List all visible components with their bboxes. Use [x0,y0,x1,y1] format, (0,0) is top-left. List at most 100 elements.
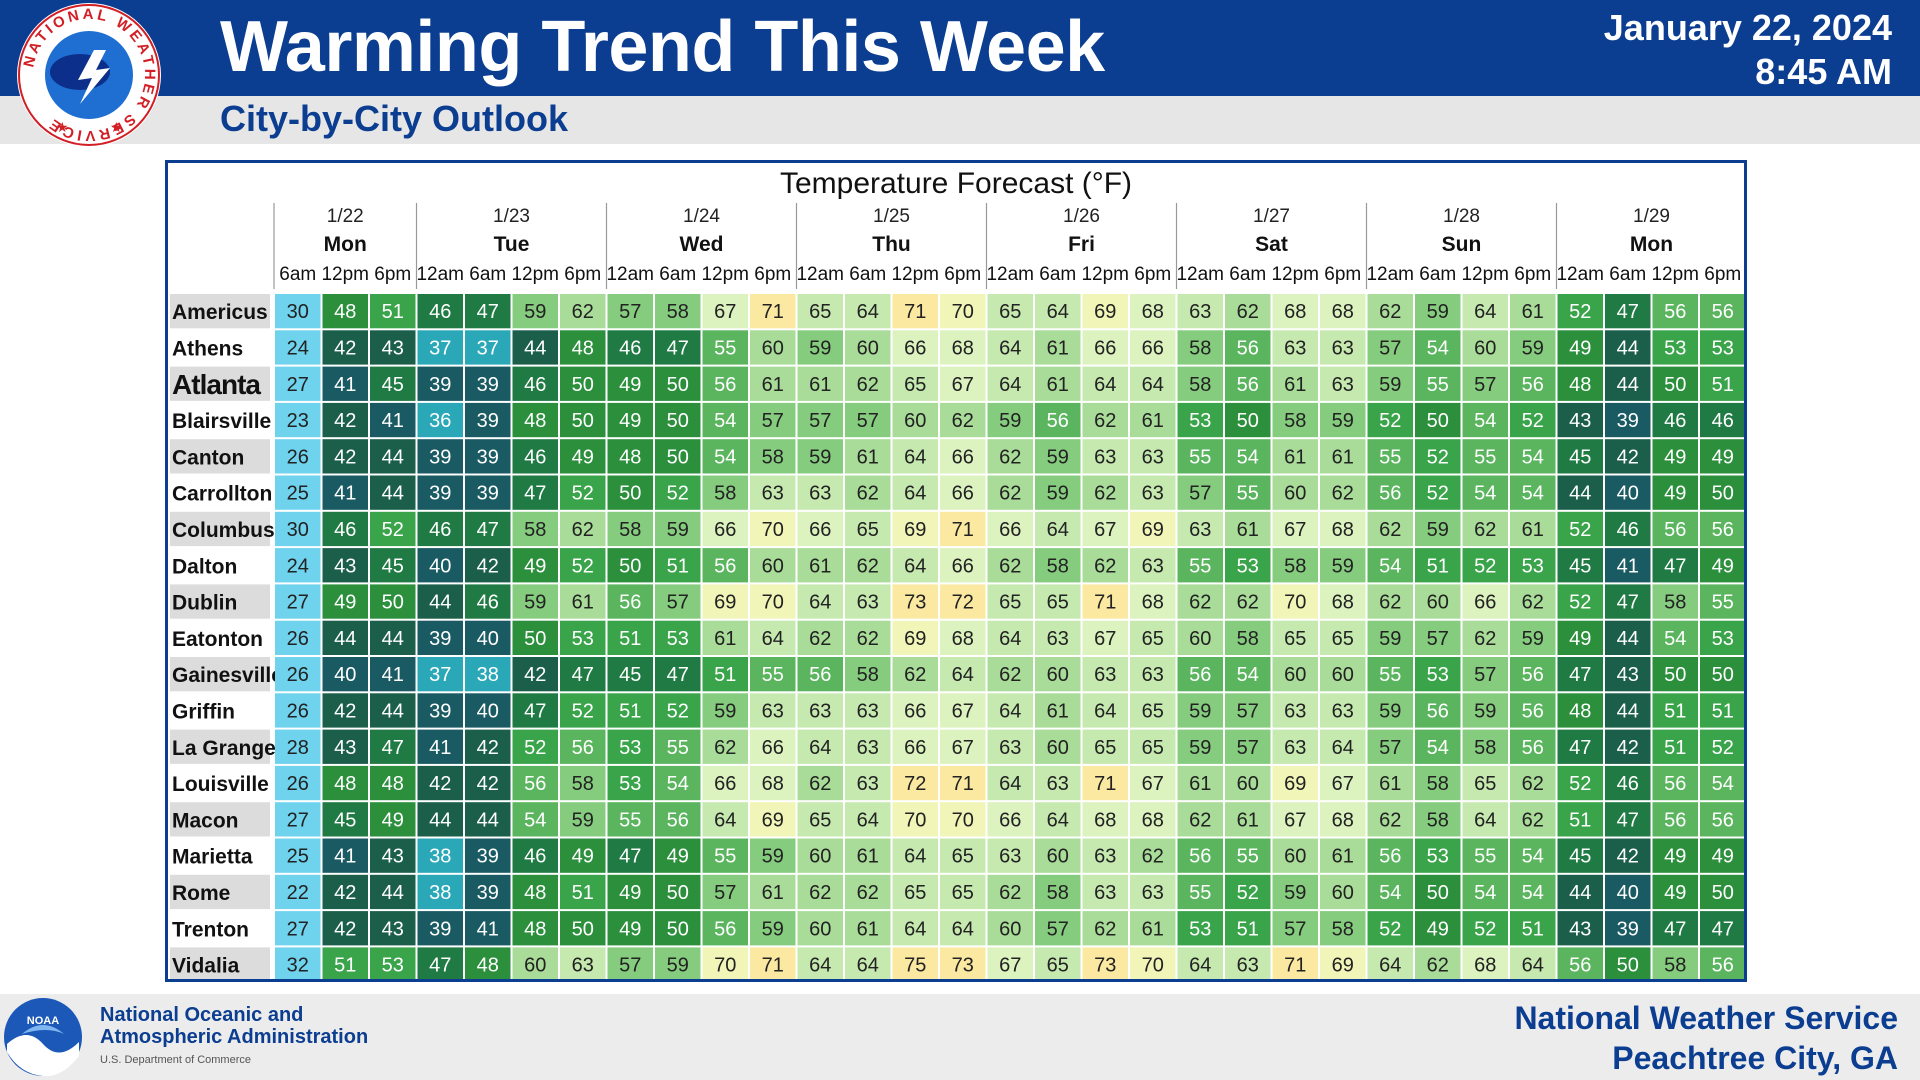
temp-cell [275,765,321,801]
temp-value: 70 [762,592,784,614]
temp-value: 42 [477,555,499,577]
temp-value: 64 [1522,955,1544,977]
temp-value: 64 [1094,700,1116,722]
temp-value: 70 [762,519,784,541]
temp-value: 49 [1664,446,1686,468]
temp-cell [1367,838,1413,873]
temp-value: 63 [1094,882,1116,904]
temp-value: 64 [809,737,831,759]
temp-cell [465,620,511,655]
temp-value: 75 [904,955,926,977]
temp-value: 63 [762,483,784,505]
header-time: 12am [416,264,464,285]
header-time: 12pm [1081,264,1129,285]
temp-value: 62 [1522,592,1544,614]
temp-cell [750,947,796,979]
temp-cell [1510,765,1556,801]
temp-value: 58 [1427,809,1449,831]
temp-value: 61 [1332,446,1354,468]
temp-cell [892,439,938,474]
temp-cell [940,439,986,474]
temp-value: 62 [1142,846,1164,868]
temp-value: 54 [1474,483,1496,505]
temp-cell [1225,366,1271,401]
temp-cell [560,366,606,401]
temp-value: 50 [524,628,546,650]
temp-value: 49 [619,410,641,432]
temp-value: 54 [1237,446,1259,468]
temp-cell [465,584,511,619]
temp-value: 54 [667,773,689,795]
temp-cell [1272,475,1318,510]
temp-value: 57 [1474,664,1496,686]
temp-cell [1177,294,1223,329]
temp-value: 50 [667,918,689,940]
temp-cell [1130,439,1176,474]
temp-cell [987,584,1033,619]
temp-cell [1225,584,1271,619]
temp-value: 59 [1379,374,1401,396]
temp-value: 62 [1522,773,1544,795]
temp-cell [940,947,986,979]
temp-cell [1177,511,1223,547]
temp-cell [1272,693,1318,728]
temp-value: 62 [1522,809,1544,831]
temp-cell [370,657,416,692]
temp-cell [275,657,321,692]
temp-cell [1177,911,1223,946]
header-time: 6am [469,264,506,285]
temp-value: 62 [1094,918,1116,940]
temp-value: 39 [429,918,451,940]
temp-value: 59 [999,410,1021,432]
temp-value: 67 [952,737,974,759]
temp-cell [1130,330,1176,365]
temp-value: 57 [1189,483,1211,505]
temp-cell [987,620,1033,655]
temp-value: 42 [334,882,356,904]
temp-value: 62 [1427,955,1449,977]
temp-value: 63 [1284,337,1306,359]
city-label: Macon [172,809,239,832]
temp-value: 39 [477,483,499,505]
temp-cell [1320,765,1366,801]
temp-value: 46 [1617,773,1639,795]
city-label: Blairsville [172,410,271,433]
noaa-name: National Oceanic and Atmospheric Adminis… [100,1004,368,1048]
temp-cell [465,294,511,329]
temp-cell [1272,548,1318,583]
temp-cell [1605,729,1651,764]
temp-value: 57 [809,410,831,432]
temp-cell [1652,366,1698,401]
temp-cell [1700,294,1744,329]
temp-cell [1130,402,1176,438]
temp-cell [465,838,511,873]
temp-cell [892,947,938,979]
temp-value: 47 [524,483,546,505]
temp-cell [1035,584,1081,619]
temp-cell [275,475,321,510]
city-label: Carrollton [172,483,272,506]
temp-value: 39 [477,882,499,904]
temp-value: 55 [1189,446,1211,468]
temp-cell [275,947,321,979]
temp-cell [1462,765,1508,801]
temp-cell [1130,947,1176,979]
temp-value: 53 [572,628,594,650]
temp-cell [1225,838,1271,873]
temp-cell [560,620,606,655]
temp-value: 61 [1142,918,1164,940]
temp-value: 54 [1427,337,1449,359]
temp-value: 58 [762,446,784,468]
temp-cell [892,294,938,329]
temp-cell [1130,765,1176,801]
temp-value: 60 [1284,483,1306,505]
city-label: Rome [172,882,230,905]
temp-value: 46 [619,337,641,359]
temp-cell [1367,366,1413,401]
temp-cell [370,366,416,401]
temp-cell [892,584,938,619]
temp-value: 63 [1142,555,1164,577]
temp-cell [607,548,653,583]
temp-cell [655,657,701,692]
temp-cell [845,475,891,510]
